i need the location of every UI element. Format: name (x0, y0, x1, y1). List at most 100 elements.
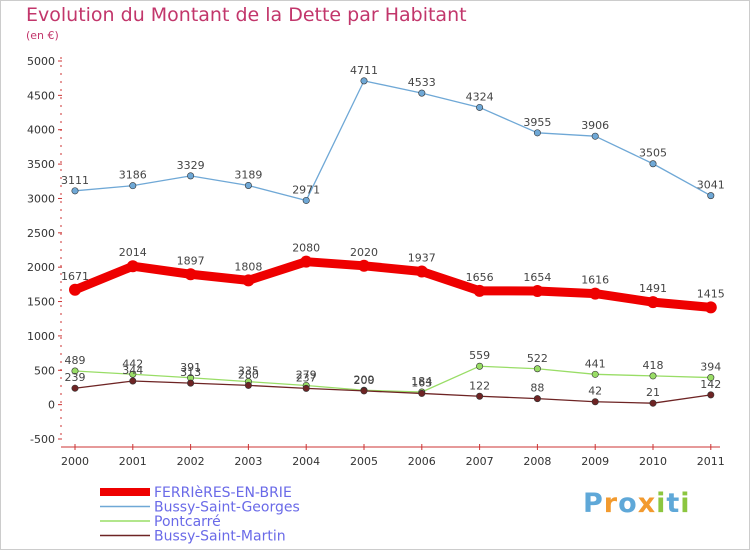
data-label: 1616 (581, 274, 609, 287)
series-layer (69, 77, 717, 407)
data-point (589, 287, 602, 300)
data-label: 21 (646, 386, 660, 399)
proxiti-logo: Proxiti (583, 488, 691, 519)
data-label: 3189 (234, 168, 262, 181)
y-tick-label: 0 (48, 399, 55, 412)
data-label: 1671 (61, 270, 89, 283)
data-point (591, 132, 599, 140)
data-label: 394 (700, 361, 721, 374)
data-point (707, 391, 715, 399)
data-point (129, 377, 137, 385)
legend-label: Pontcarré (154, 514, 221, 530)
data-point (591, 398, 599, 406)
x-tick-label: 2011 (697, 455, 725, 468)
data-label: 4711 (350, 64, 378, 77)
data-point (71, 367, 79, 375)
data-label: 3329 (177, 159, 205, 172)
y-tick-label: -500 (30, 433, 55, 446)
data-point (647, 296, 659, 309)
legend: FERRIèRES-EN-BRIEBussy-Saint-GeorgesPont… (100, 485, 300, 545)
data-label: 163 (411, 376, 432, 389)
x-tick-label: 2002 (177, 455, 205, 468)
data-point (476, 362, 484, 370)
data-point (533, 129, 541, 137)
data-point (473, 284, 486, 297)
data-label: 1491 (639, 282, 667, 295)
data-label: 3906 (581, 119, 609, 132)
x-tick-label: 2003 (234, 455, 262, 468)
data-point (302, 384, 310, 392)
data-label: 1808 (234, 260, 262, 273)
data-label: 239 (65, 371, 86, 384)
data-point (649, 160, 657, 168)
data-label: 559 (469, 349, 490, 362)
logo-letter: r (603, 488, 619, 519)
data-label: 4533 (408, 76, 436, 89)
y-tick-label: 4000 (27, 124, 55, 137)
data-label: 122 (469, 379, 490, 392)
y-tick-label: 2500 (27, 227, 55, 240)
logo-letter: t (666, 488, 681, 519)
x-tick-label: 2007 (466, 455, 494, 468)
data-point (418, 89, 426, 97)
series-line (74, 365, 712, 393)
y-tick-label: 2000 (27, 261, 55, 274)
data-point (360, 387, 368, 395)
y-tick-label: 4500 (27, 89, 55, 102)
data-point (126, 260, 139, 273)
logo-letter: i (680, 488, 691, 519)
data-point (71, 187, 79, 195)
data-point (707, 374, 715, 382)
data-point (244, 381, 252, 389)
data-label: 1654 (523, 271, 551, 284)
data-label: 335 (238, 365, 259, 378)
data-point (129, 182, 137, 190)
data-point (300, 255, 313, 268)
data-point (418, 389, 426, 397)
data-label: 184 (411, 375, 432, 388)
data-point (187, 172, 195, 180)
series-line (70, 257, 716, 312)
y-tick-label: 3000 (27, 192, 55, 205)
data-label: 3186 (119, 169, 147, 182)
y-tick-label: 1500 (27, 296, 55, 309)
data-label: 391 (180, 361, 201, 374)
data-label: 279 (296, 368, 317, 381)
data-point (360, 77, 368, 85)
data-label: 1656 (466, 271, 494, 284)
logo-letter: i (656, 488, 667, 519)
x-tick-label: 2009 (581, 455, 609, 468)
data-point (358, 259, 370, 272)
data-label: 2080 (292, 242, 320, 255)
data-label: 3955 (523, 116, 551, 129)
x-tick-label: 2005 (350, 455, 378, 468)
data-label: 2971 (292, 183, 320, 196)
data-label: 418 (643, 359, 664, 372)
data-point (533, 365, 541, 373)
legend-label: Bussy-Saint-Georges (154, 500, 300, 516)
data-label: 1897 (177, 254, 205, 267)
chart-title: Evolution du Montant de la Dette par Hab… (26, 4, 467, 26)
x-tick-label: 2008 (523, 455, 551, 468)
data-point (244, 181, 252, 189)
data-label: 1937 (408, 252, 436, 265)
series-line (74, 380, 712, 404)
data-point (533, 395, 541, 403)
data-point (184, 268, 197, 281)
data-point (69, 283, 81, 296)
axes: -500 0 500 1000 1500 2000 2500 3000 3500 4000 4500… (27, 55, 725, 468)
legend-label: FERRIèRES-EN-BRIE (154, 485, 292, 501)
data-point (476, 392, 484, 400)
legend-label: Bussy-Saint-Martin (154, 529, 286, 545)
data-label: 441 (585, 357, 606, 370)
data-point (649, 399, 657, 407)
data-label: 4324 (466, 90, 494, 103)
data-point (707, 192, 715, 200)
data-label: 442 (122, 357, 143, 370)
data-point (187, 379, 195, 387)
x-tick-label: 2004 (292, 455, 320, 468)
logo-letter: o (618, 488, 638, 519)
data-point (476, 103, 484, 111)
data-label: 237 (296, 371, 317, 384)
